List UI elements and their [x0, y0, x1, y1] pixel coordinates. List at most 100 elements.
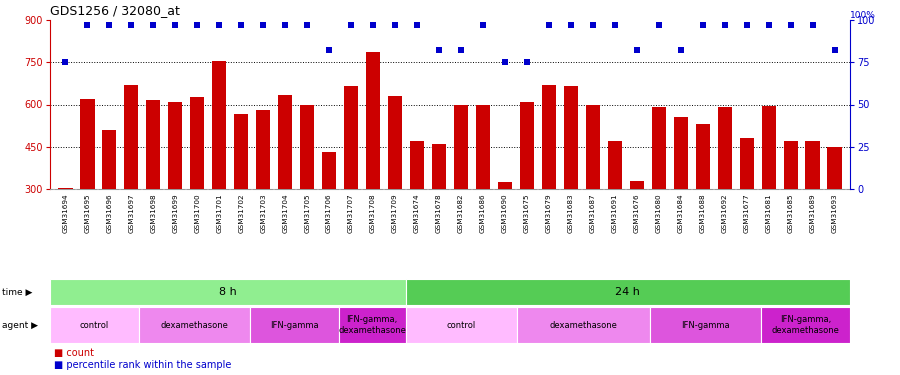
Text: dexamethasone: dexamethasone: [160, 321, 229, 330]
Point: [388, 22, 402, 28]
Point: [102, 22, 116, 28]
Text: GSM31676: GSM31676: [634, 194, 640, 233]
Text: 100%: 100%: [850, 11, 876, 20]
Bar: [740, 138, 754, 189]
Text: GSM31690: GSM31690: [502, 194, 508, 233]
Text: GSM31681: GSM31681: [766, 194, 771, 233]
Bar: [608, 141, 622, 189]
Point: [300, 22, 314, 28]
Text: GSM31708: GSM31708: [370, 194, 376, 233]
Point: [740, 22, 754, 28]
Point: [212, 22, 227, 28]
Point: [519, 59, 534, 65]
Text: ■ count: ■ count: [55, 348, 94, 358]
Text: GSM31695: GSM31695: [85, 194, 90, 233]
Bar: [256, 110, 270, 189]
Text: control: control: [446, 321, 476, 330]
Text: GSM31694: GSM31694: [62, 194, 68, 233]
Text: GSM31697: GSM31697: [129, 194, 134, 233]
Text: GSM31677: GSM31677: [743, 194, 750, 233]
Bar: [673, 117, 688, 189]
Text: GSM31685: GSM31685: [788, 194, 794, 233]
Point: [784, 22, 798, 28]
Bar: [250, 307, 339, 343]
Text: time ▶: time ▶: [2, 288, 32, 297]
Text: GSM31706: GSM31706: [326, 194, 332, 233]
Bar: [586, 105, 600, 189]
Text: GSM31703: GSM31703: [260, 194, 266, 233]
Text: GSM31678: GSM31678: [436, 194, 442, 233]
Bar: [650, 307, 761, 343]
Bar: [278, 94, 293, 189]
Bar: [339, 307, 406, 343]
Text: GSM31709: GSM31709: [392, 194, 398, 233]
Text: GSM31687: GSM31687: [590, 194, 596, 233]
Text: GSM31702: GSM31702: [238, 194, 244, 233]
Bar: [300, 105, 314, 189]
Text: GSM31680: GSM31680: [656, 194, 662, 233]
Bar: [630, 180, 644, 189]
Bar: [498, 182, 512, 189]
Point: [124, 22, 139, 28]
Point: [476, 22, 491, 28]
Text: GSM31679: GSM31679: [546, 194, 552, 233]
Text: GSM31692: GSM31692: [722, 194, 728, 233]
Text: GSM31693: GSM31693: [832, 194, 838, 233]
Point: [190, 22, 204, 28]
Text: GSM31701: GSM31701: [216, 194, 222, 233]
Point: [827, 47, 842, 53]
Text: GSM31688: GSM31688: [699, 194, 706, 233]
Text: GSM31674: GSM31674: [414, 194, 420, 233]
Bar: [410, 141, 424, 189]
Bar: [322, 152, 337, 189]
Bar: [406, 307, 517, 343]
Text: control: control: [80, 321, 109, 330]
Text: IFN-gamma,
dexamethasone: IFN-gamma, dexamethasone: [338, 315, 406, 335]
Point: [652, 22, 666, 28]
Text: GSM31707: GSM31707: [348, 194, 354, 233]
Bar: [520, 102, 534, 189]
Bar: [542, 85, 556, 189]
Bar: [50, 307, 139, 343]
Bar: [103, 130, 116, 189]
Text: GSM31686: GSM31686: [480, 194, 486, 233]
Point: [432, 47, 446, 53]
Point: [322, 47, 337, 53]
Text: GSM31682: GSM31682: [458, 194, 464, 233]
Point: [80, 22, 94, 28]
Point: [542, 22, 556, 28]
Text: GSM31684: GSM31684: [678, 194, 684, 233]
Text: GSM31691: GSM31691: [612, 194, 617, 233]
Bar: [717, 107, 732, 189]
Bar: [476, 105, 491, 189]
Text: GSM31704: GSM31704: [283, 194, 288, 233]
Point: [586, 22, 600, 28]
Bar: [58, 188, 73, 189]
Text: GSM31699: GSM31699: [172, 194, 178, 233]
Point: [717, 22, 732, 28]
Bar: [234, 114, 248, 189]
Point: [256, 22, 270, 28]
Bar: [784, 141, 797, 189]
Bar: [652, 107, 666, 189]
Point: [608, 22, 622, 28]
Text: 8 h: 8 h: [219, 287, 237, 297]
Bar: [827, 147, 842, 189]
Point: [344, 22, 358, 28]
Bar: [563, 86, 578, 189]
Point: [146, 22, 160, 28]
Text: GDS1256 / 32080_at: GDS1256 / 32080_at: [50, 4, 180, 18]
Point: [498, 59, 512, 65]
Bar: [696, 124, 710, 189]
Point: [563, 22, 578, 28]
Bar: [80, 99, 94, 189]
Text: GSM31705: GSM31705: [304, 194, 310, 233]
Text: ■ percentile rank within the sample: ■ percentile rank within the sample: [55, 360, 232, 370]
Bar: [761, 106, 776, 189]
Bar: [366, 53, 380, 189]
Point: [696, 22, 710, 28]
Point: [761, 22, 776, 28]
Bar: [190, 98, 204, 189]
Text: 24 h: 24 h: [616, 287, 640, 297]
Bar: [212, 61, 227, 189]
